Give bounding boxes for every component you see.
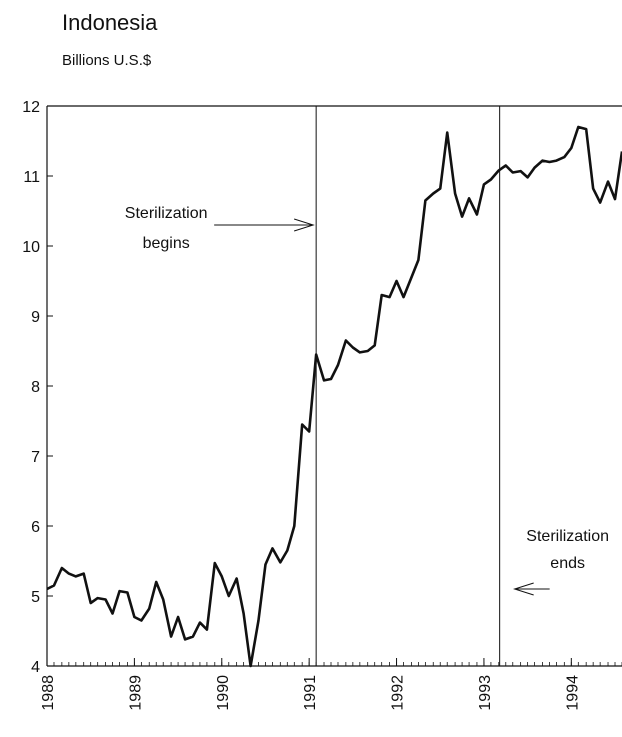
- annotation-arrow: [214, 218, 315, 232]
- x-tick-label: 1993: [477, 675, 494, 711]
- chart-title: Indonesia: [62, 10, 158, 35]
- y-tick-label: 4: [31, 659, 40, 676]
- chart-subtitle: Billions U.S.$: [62, 52, 152, 69]
- y-tick-label: 7: [31, 449, 40, 466]
- y-tick-label: 8: [31, 379, 40, 396]
- x-tick-label: 1988: [40, 675, 57, 711]
- annotation-arrow: [512, 582, 550, 596]
- annotation-text: ends: [550, 555, 585, 572]
- annotation-text: Sterilization: [526, 528, 609, 545]
- y-tick-label: 9: [31, 309, 40, 326]
- x-tick-label: 1989: [127, 675, 144, 711]
- x-tick-label: 1994: [564, 675, 581, 711]
- x-tick-label: 1991: [302, 675, 319, 711]
- y-tick-label: 11: [23, 169, 40, 186]
- x-tick-label: 1990: [215, 675, 232, 711]
- y-tick-label: 6: [31, 519, 40, 536]
- annotation-text: Sterilization: [125, 205, 208, 222]
- y-tick-label: 5: [31, 589, 40, 606]
- data-line: [46, 125, 622, 668]
- y-tick-label: 10: [22, 239, 40, 256]
- y-tick-label: 12: [22, 99, 40, 116]
- x-tick-label: 1992: [390, 675, 407, 711]
- annotation-text: begins: [143, 235, 190, 252]
